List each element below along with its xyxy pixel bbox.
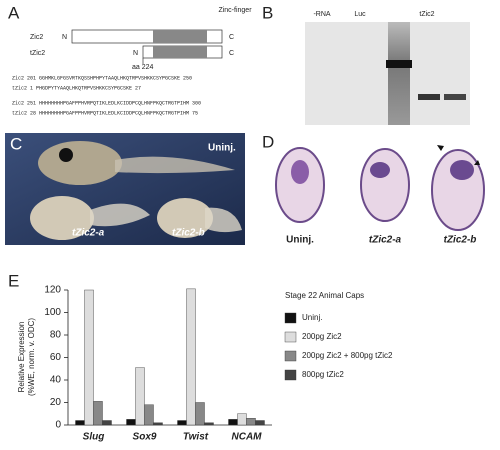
section-tissue — [291, 160, 309, 184]
legend-label: 800pg tZic2 — [302, 370, 344, 379]
embryo — [38, 141, 122, 185]
panel-label: D — [262, 132, 274, 151]
bar — [93, 401, 103, 426]
lane-label: tZic2 — [419, 11, 434, 18]
lane-smear — [388, 22, 410, 125]
sequence-line: tZic2 28 HHHHHHHHPGAFPPHVRPQTIKLEDLKCIDD… — [12, 110, 198, 116]
bar — [255, 420, 265, 426]
position-label: aa 224 — [132, 64, 154, 71]
legend-swatch — [284, 331, 297, 343]
section — [360, 148, 410, 222]
legend-label: 200pg Zic2 + 800pg tZic2 — [302, 351, 393, 360]
band — [444, 94, 466, 100]
y-tick-label: 100 — [44, 307, 61, 318]
photo-label: Uninj. — [208, 143, 236, 154]
zinc-finger-domain — [153, 46, 207, 58]
bar — [237, 413, 247, 426]
sequence-line: Zic2 251 HHHHHHHHPGAFPPHVRPQTIKLEDLKCIDD… — [12, 100, 201, 106]
section-label: Uninj. — [286, 235, 314, 246]
panel-label: C — [10, 134, 22, 153]
c-terminus: C — [229, 34, 234, 41]
bar — [228, 419, 238, 426]
bar — [84, 289, 94, 426]
y-tick-label: 0 — [55, 420, 61, 431]
y-axis-label: (%WE, norm. v. ODC) — [27, 318, 36, 396]
y-tick-label: 120 — [44, 285, 61, 296]
y-tick-label: 20 — [50, 397, 62, 408]
photo-label: tZic2-b — [172, 228, 205, 239]
arrowhead — [437, 145, 444, 151]
bar — [186, 288, 196, 426]
lane-label: Luc — [354, 11, 366, 18]
domain-label: Zinc-finger — [218, 7, 252, 14]
legend-label: 200pg Zic2 — [302, 332, 342, 341]
y-tick-label: 60 — [50, 352, 62, 363]
x-tick-label: Twist — [183, 432, 209, 443]
section-tissue — [370, 162, 390, 178]
bar — [135, 367, 145, 426]
bar — [75, 420, 85, 426]
embryo — [30, 196, 94, 240]
sequence-line: Zic2 201 GGHMKLGFGSVRTKQSSHPHPYTAAQLHKQT… — [12, 75, 192, 81]
c-terminus: C — [229, 50, 234, 57]
band — [418, 94, 440, 100]
bar — [246, 418, 256, 426]
section-label: tZic2-b — [444, 235, 477, 246]
lane-label: -RNA — [313, 11, 330, 18]
legend-label: Uninj. — [302, 313, 322, 322]
bar — [204, 422, 214, 426]
embryo — [157, 198, 213, 238]
y-tick-label: 80 — [50, 330, 62, 341]
legend-title: Stage 22 Animal Caps — [285, 291, 364, 300]
bar — [144, 404, 154, 426]
bar — [195, 402, 205, 426]
bar — [102, 420, 112, 426]
gel — [305, 22, 470, 125]
zinc-finger-domain — [153, 30, 207, 43]
band — [386, 60, 412, 68]
x-tick-label: NCAM — [232, 432, 263, 443]
tail — [115, 156, 235, 174]
panel-label: A — [8, 3, 20, 22]
n-terminus: N — [62, 34, 67, 41]
construct-name: Zic2 — [30, 34, 43, 41]
bar — [153, 422, 163, 426]
section-tissue — [450, 160, 474, 180]
tail — [205, 207, 242, 233]
section — [275, 147, 325, 223]
x-tick-label: Sox9 — [133, 432, 157, 443]
legend-swatch — [284, 312, 297, 324]
n-terminus: N — [133, 50, 138, 57]
panel-label: E — [8, 271, 19, 290]
legend-swatch — [284, 350, 297, 362]
photo-label: tZic2-a — [72, 228, 105, 239]
legend-swatch — [284, 369, 297, 381]
construct-name: tZic2 — [30, 50, 45, 57]
arrowhead — [474, 160, 480, 165]
section-label: tZic2-a — [369, 235, 402, 246]
y-tick-label: 40 — [50, 375, 62, 386]
eye — [59, 148, 73, 162]
bar — [177, 420, 187, 426]
x-tick-label: Slug — [83, 432, 105, 443]
sequence-line: tZic2 1 PHGDPYTYAAQLHKQTRPVSHKKCSYPGCSKE… — [12, 85, 141, 91]
panel-label: B — [262, 3, 273, 22]
y-axis-label: Relative Expression — [17, 322, 26, 393]
bar — [126, 419, 136, 426]
tail — [90, 203, 150, 227]
